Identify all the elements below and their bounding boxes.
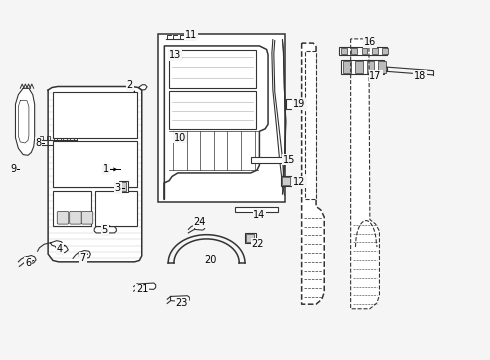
Bar xyxy=(281,176,292,186)
Text: 17: 17 xyxy=(369,71,382,81)
Bar xyxy=(362,48,368,54)
Polygon shape xyxy=(137,283,156,289)
FancyBboxPatch shape xyxy=(57,211,69,224)
Text: 10: 10 xyxy=(174,133,186,143)
Bar xyxy=(378,62,386,73)
Text: 12: 12 xyxy=(293,177,305,187)
Text: 23: 23 xyxy=(175,298,188,309)
Text: 5: 5 xyxy=(101,225,108,235)
Polygon shape xyxy=(138,85,147,90)
Text: 14: 14 xyxy=(253,210,266,220)
Text: 22: 22 xyxy=(252,239,264,248)
Text: 15: 15 xyxy=(283,154,295,165)
Bar xyxy=(53,92,137,138)
Bar xyxy=(339,47,387,55)
Bar xyxy=(39,140,77,145)
Text: 7: 7 xyxy=(79,253,86,262)
Bar xyxy=(372,48,378,54)
Bar xyxy=(53,190,91,226)
Bar xyxy=(341,60,384,74)
Polygon shape xyxy=(351,39,379,309)
Text: 11: 11 xyxy=(185,30,197,40)
Bar xyxy=(119,181,128,192)
Bar xyxy=(158,34,285,202)
Bar xyxy=(235,207,278,212)
Text: 3: 3 xyxy=(115,183,121,193)
Bar xyxy=(343,62,351,73)
Polygon shape xyxy=(79,251,90,258)
Text: 2: 2 xyxy=(126,80,133,90)
Bar xyxy=(251,157,285,163)
Text: 18: 18 xyxy=(414,71,426,81)
Polygon shape xyxy=(48,86,142,262)
Text: 19: 19 xyxy=(293,99,305,109)
Bar xyxy=(95,190,137,226)
Text: 4: 4 xyxy=(57,244,63,254)
Bar xyxy=(351,48,357,54)
Text: 24: 24 xyxy=(194,217,206,227)
Bar xyxy=(286,99,293,109)
Bar xyxy=(245,233,256,243)
Bar xyxy=(53,141,137,187)
Polygon shape xyxy=(171,296,189,302)
Text: 9: 9 xyxy=(10,164,17,174)
Polygon shape xyxy=(302,43,324,304)
Bar xyxy=(282,177,290,185)
Polygon shape xyxy=(25,256,36,264)
Text: 16: 16 xyxy=(364,37,376,48)
Bar xyxy=(169,50,256,88)
Bar xyxy=(305,51,316,199)
Polygon shape xyxy=(16,88,35,155)
Text: 8: 8 xyxy=(35,138,42,148)
Bar xyxy=(367,62,374,73)
Text: 6: 6 xyxy=(25,258,31,268)
Bar xyxy=(355,62,363,73)
Polygon shape xyxy=(195,224,205,230)
Text: 13: 13 xyxy=(169,50,181,60)
Text: 20: 20 xyxy=(204,256,217,265)
Bar xyxy=(121,182,126,191)
Bar xyxy=(382,48,388,54)
Text: 21: 21 xyxy=(136,284,148,294)
Polygon shape xyxy=(94,226,116,233)
Bar xyxy=(246,234,254,242)
Text: 1: 1 xyxy=(103,165,109,174)
FancyBboxPatch shape xyxy=(70,211,81,224)
Polygon shape xyxy=(164,46,268,199)
FancyBboxPatch shape xyxy=(81,211,93,224)
Polygon shape xyxy=(50,241,68,253)
Bar xyxy=(169,91,256,129)
Bar xyxy=(341,48,347,54)
